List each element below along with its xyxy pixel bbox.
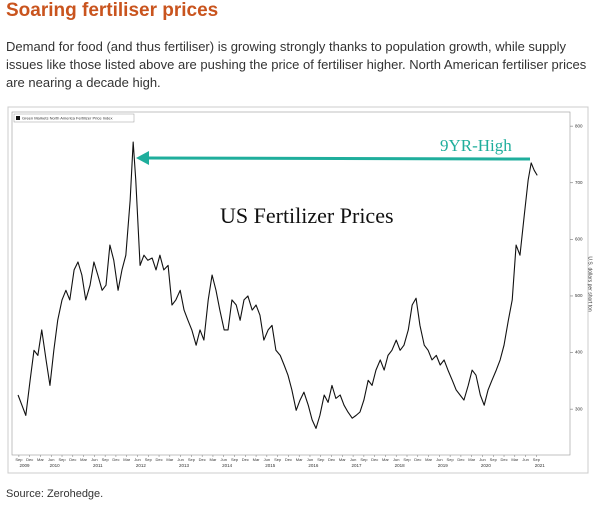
x-tick-label: Sep	[145, 457, 153, 462]
x-year-label: 2021	[535, 463, 546, 468]
x-tick-label: Dec	[500, 457, 507, 462]
y-tick-label: 800	[575, 123, 583, 128]
x-year-label: 2013	[179, 463, 190, 468]
annotation-arrow	[145, 156, 531, 161]
x-tick-label: Jun	[522, 457, 528, 462]
x-tick-label: Mar	[468, 457, 476, 462]
chart-frame	[7, 106, 589, 474]
x-tick-label: Mar	[123, 457, 131, 462]
x-tick-label: Jun	[479, 457, 485, 462]
y-tick-label: 500	[575, 293, 583, 298]
chart-title: US Fertilizer Prices	[220, 203, 394, 228]
annotation-arrowhead	[136, 151, 149, 165]
x-tick-label: Jun	[134, 457, 140, 462]
x-tick-label: Jun	[307, 457, 313, 462]
x-year-label: 2015	[265, 463, 276, 468]
x-year-label: 2012	[136, 463, 147, 468]
y-tick-label: 700	[575, 180, 583, 185]
article-title: Soaring fertiliser prices	[6, 0, 219, 21]
x-tick-label: Mar	[166, 457, 174, 462]
x-tick-label: Dec	[112, 457, 119, 462]
x-tick-label: Dec	[242, 457, 249, 462]
x-tick-label: Jun	[48, 457, 54, 462]
x-tick-label: Sep	[15, 457, 23, 462]
x-tick-label: Jun	[436, 457, 442, 462]
paragraph: Demand for food (and thus fertiliser) is…	[6, 39, 587, 90]
x-tick-label: Sep	[533, 457, 541, 462]
x-tick-label: Mar	[210, 457, 218, 462]
x-tick-label: Dec	[328, 457, 335, 462]
x-tick-label: Dec	[457, 457, 464, 462]
x-tick-label: Mar	[80, 457, 88, 462]
x-tick-label: Mar	[382, 457, 390, 462]
y-axis-label: U.S. dollars per short ton	[587, 256, 593, 312]
x-tick-label: Sep	[447, 457, 455, 462]
x-tick-label: Mar	[296, 457, 304, 462]
x-tick-label: Sep	[102, 457, 110, 462]
x-tick-label: Jun	[264, 457, 270, 462]
x-tick-label: Jun	[221, 457, 227, 462]
x-tick-label: Sep	[188, 457, 196, 462]
x-year-label: 2010	[50, 463, 61, 468]
x-tick-label: Sep	[490, 457, 498, 462]
x-tick-label: Jun	[350, 457, 356, 462]
x-year-label: 2017	[352, 463, 363, 468]
x-tick-label: Dec	[371, 457, 378, 462]
x-tick-label: Sep	[360, 457, 368, 462]
x-tick-label: Mar	[339, 457, 347, 462]
x-tick-label: Jun	[393, 457, 399, 462]
x-year-label: 2009	[19, 463, 30, 468]
x-tick-label: Mar	[425, 457, 433, 462]
x-tick-label: Sep	[403, 457, 411, 462]
x-tick-label: Dec	[155, 457, 162, 462]
x-tick-label: Sep	[274, 457, 282, 462]
x-tick-label: Sep	[317, 457, 325, 462]
y-tick-label: 400	[575, 350, 583, 355]
x-tick-label: Dec	[26, 457, 33, 462]
x-year-label: 2016	[308, 463, 319, 468]
x-year-label: 2014	[222, 463, 233, 468]
y-tick-label: 300	[575, 406, 583, 411]
legend-swatch	[16, 116, 20, 120]
legend-label: Green Markets North America Fertilizer P…	[22, 116, 112, 121]
annotation: 9YR-High	[440, 136, 512, 155]
x-tick-label: Jun	[177, 457, 183, 462]
x-year-label: 2018	[395, 463, 406, 468]
plot-frame	[11, 111, 571, 456]
x-tick-label: Dec	[285, 457, 292, 462]
x-tick-label: Jun	[91, 457, 97, 462]
legend-box	[13, 113, 135, 123]
x-tick-label: Sep	[231, 457, 239, 462]
x-year-label: 2011	[93, 463, 103, 468]
x-tick-label: Dec	[414, 457, 421, 462]
x-tick-label: Mar	[253, 457, 261, 462]
x-tick-label: Dec	[69, 457, 76, 462]
x-year-label: 2019	[438, 463, 449, 468]
x-tick-label: Mar	[37, 457, 45, 462]
source: Source: Zerohedge.	[6, 488, 104, 500]
y-tick-label: 600	[575, 237, 583, 242]
x-tick-label: Sep	[58, 457, 66, 462]
x-tick-label: Dec	[199, 457, 206, 462]
x-year-label: 2020	[481, 463, 492, 468]
x-tick-label: Mar	[511, 457, 519, 462]
price-line	[17, 141, 538, 429]
chart: Green Markets North America Fertilizer P…	[7, 106, 593, 474]
